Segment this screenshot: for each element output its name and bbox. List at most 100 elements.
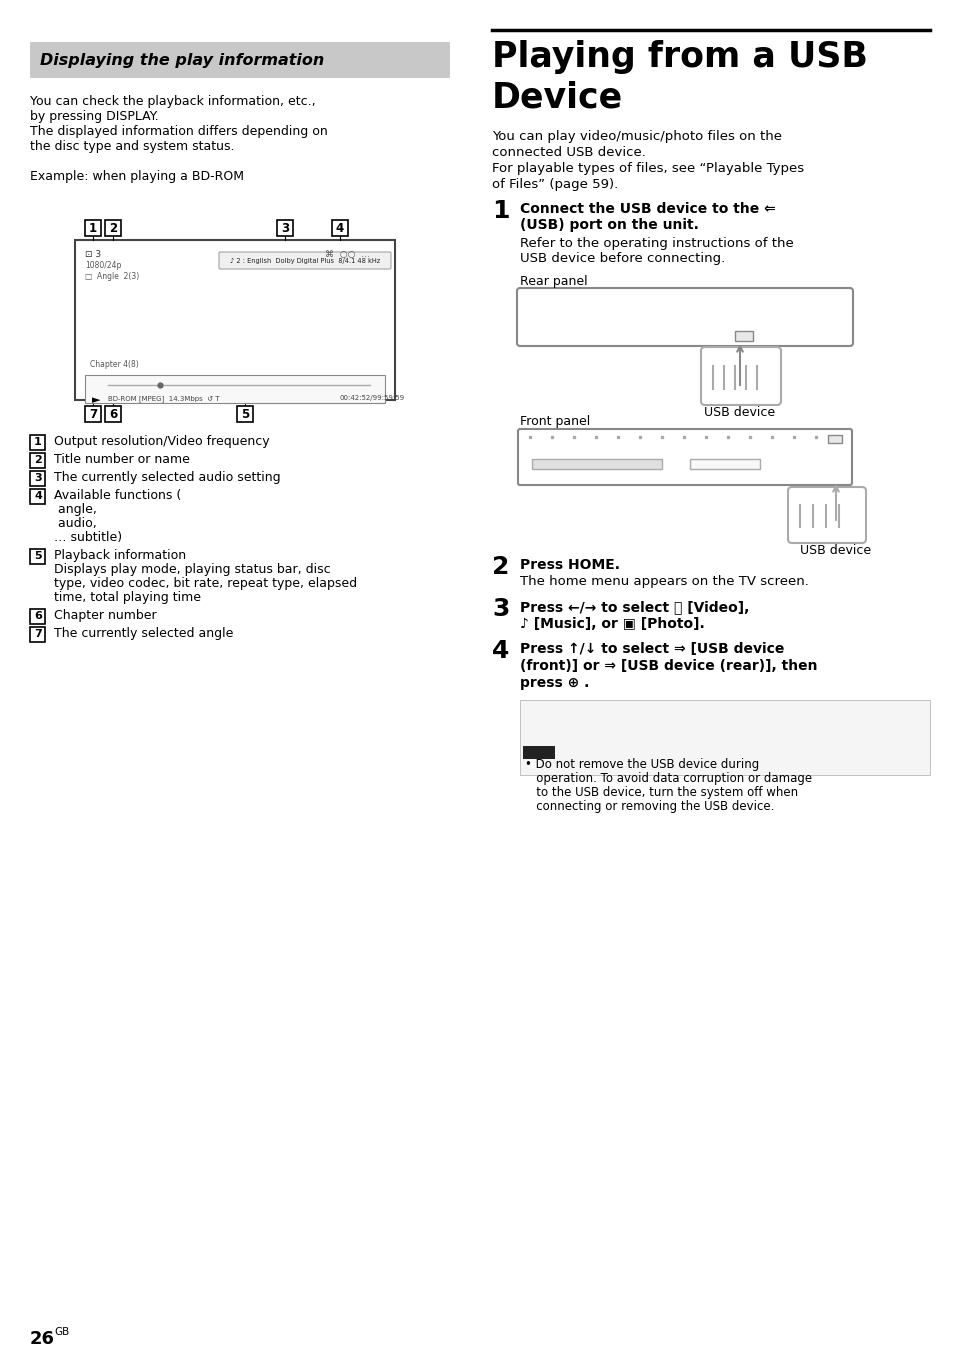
Text: 1080/24p: 1080/24p [85, 261, 121, 270]
Text: BD-ROM [MPEG]  14.3Mbps  ↺ T: BD-ROM [MPEG] 14.3Mbps ↺ T [108, 395, 219, 402]
Text: 6: 6 [34, 611, 42, 621]
Bar [30, 626, 46, 641]
Text: Example: when playing a BD-ROM: Example: when playing a BD-ROM [30, 170, 244, 183]
Text: Press HOME.: Press HOME. [519, 558, 619, 572]
Text: Connect the USB device to the ⇐: Connect the USB device to the ⇐ [519, 201, 775, 216]
Text: 00:42:52/99:59:59: 00:42:52/99:59:59 [339, 395, 405, 402]
Text: the disc type and system status.: the disc type and system status. [30, 141, 234, 153]
Text: ⌘  ○○  …: ⌘ ○○ … [325, 250, 370, 260]
Text: to the USB device, turn the system off when: to the USB device, turn the system off w… [524, 786, 798, 799]
Text: USB device before connecting.: USB device before connecting. [519, 251, 724, 265]
FancyBboxPatch shape [700, 347, 781, 406]
Text: Available functions (: Available functions ( [54, 489, 181, 502]
Text: time, total playing time: time, total playing time [54, 591, 201, 604]
Text: angle,: angle, [54, 503, 101, 516]
Bar [827, 435, 841, 443]
Text: 5: 5 [240, 407, 249, 420]
Text: (front)] or ⇒ [USB device (rear)], then: (front)] or ⇒ [USB device (rear)], then [519, 658, 817, 673]
Text: of Files” (page 59).: of Files” (page 59). [492, 178, 618, 191]
Bar [519, 700, 929, 775]
Text: The currently selected angle: The currently selected angle [54, 627, 233, 639]
Text: Chapter number: Chapter number [54, 608, 156, 622]
Text: by pressing DISPLAY.: by pressing DISPLAY. [30, 110, 158, 123]
Text: audio,: audio, [54, 516, 96, 530]
Text: 1: 1 [89, 222, 97, 234]
Text: ►: ► [91, 395, 100, 406]
Text: … subtitle): … subtitle) [54, 531, 122, 544]
Text: press ⊕ .: press ⊕ . [519, 676, 589, 690]
Bar [105, 406, 121, 422]
Text: 7: 7 [34, 629, 42, 639]
Bar [532, 458, 661, 469]
Bar [276, 220, 293, 237]
Text: Press ←/→ to select ⌖ [Video],: Press ←/→ to select ⌖ [Video], [519, 600, 749, 614]
Text: 2: 2 [109, 222, 117, 234]
Text: The displayed information differs depending on: The displayed information differs depend… [30, 124, 328, 138]
Bar [332, 220, 348, 237]
Text: Title number or name: Title number or name [54, 453, 190, 466]
FancyBboxPatch shape [517, 429, 851, 485]
Text: • Do not remove the USB device during: • Do not remove the USB device during [524, 758, 759, 771]
Text: Displays play mode, playing status bar, disc: Displays play mode, playing status bar, … [54, 562, 331, 576]
Text: The currently selected audio setting: The currently selected audio setting [54, 470, 280, 484]
FancyBboxPatch shape [517, 288, 852, 346]
Text: The home menu appears on the TV screen.: The home menu appears on the TV screen. [519, 575, 808, 588]
Bar [236, 406, 253, 422]
Text: 2: 2 [34, 456, 42, 465]
Text: Front panel: Front panel [519, 415, 590, 429]
Text: connecting or removing the USB device.: connecting or removing the USB device. [524, 800, 774, 813]
Text: Press ↑/↓ to select ⇒ [USB device: Press ↑/↓ to select ⇒ [USB device [519, 642, 783, 656]
Text: 4: 4 [34, 491, 42, 502]
Text: USB device: USB device [703, 406, 775, 419]
Text: type, video codec, bit rate, repeat type, elapsed: type, video codec, bit rate, repeat type… [54, 577, 356, 589]
Text: ⊡ 3: ⊡ 3 [85, 250, 101, 260]
Text: Playback information: Playback information [54, 549, 186, 562]
Text: 3: 3 [280, 222, 289, 234]
Bar [85, 406, 101, 422]
Bar [734, 331, 752, 341]
Text: 26: 26 [30, 1330, 55, 1348]
Text: Chapter 4(8): Chapter 4(8) [90, 360, 138, 369]
Bar [689, 458, 760, 469]
Text: Displaying the play information: Displaying the play information [40, 53, 324, 68]
Text: 6: 6 [109, 407, 117, 420]
Text: You can check the playback information, etc.,: You can check the playback information, … [30, 95, 315, 108]
Text: Device: Device [492, 80, 622, 114]
Bar [30, 42, 450, 78]
Bar [75, 241, 395, 400]
Text: For playable types of files, see “Playable Types: For playable types of files, see “Playab… [492, 162, 803, 174]
FancyBboxPatch shape [787, 487, 865, 544]
Bar [30, 434, 46, 449]
Text: 2: 2 [492, 556, 509, 579]
Bar [30, 488, 46, 503]
Text: Refer to the operating instructions of the: Refer to the operating instructions of t… [519, 237, 793, 250]
FancyBboxPatch shape [219, 251, 391, 269]
Text: (USB) port on the unit.: (USB) port on the unit. [519, 218, 699, 233]
Text: Note: Note [525, 760, 552, 771]
Text: ♪ [Music], or ▣ [Photo].: ♪ [Music], or ▣ [Photo]. [519, 617, 704, 631]
Bar [30, 608, 46, 623]
Text: 4: 4 [492, 639, 509, 662]
Text: 1: 1 [34, 437, 42, 448]
Bar [105, 220, 121, 237]
Text: USB device: USB device [800, 544, 871, 557]
Text: ♪ 2 : English  Dolby Digital Plus  8/4.1 48 kHz: ♪ 2 : English Dolby Digital Plus 8/4.1 4… [230, 257, 379, 264]
Bar [30, 549, 46, 564]
Text: 3: 3 [34, 473, 42, 483]
Text: 4: 4 [335, 222, 344, 234]
Text: □  Angle  2(3): □ Angle 2(3) [85, 272, 139, 281]
Bar [85, 375, 385, 403]
Text: Rear panel: Rear panel [519, 274, 587, 288]
Bar [522, 746, 555, 758]
Text: 5: 5 [34, 552, 42, 561]
Text: 3: 3 [492, 598, 509, 621]
Text: connected USB device.: connected USB device. [492, 146, 645, 160]
Text: Playing from a USB: Playing from a USB [492, 41, 867, 74]
Text: Output resolution/Video frequency: Output resolution/Video frequency [54, 435, 270, 448]
Bar [30, 453, 46, 468]
Bar [30, 470, 46, 485]
Bar [85, 220, 101, 237]
Text: You can play video/music/photo files on the: You can play video/music/photo files on … [492, 130, 781, 143]
Text: 1: 1 [492, 199, 509, 223]
Text: 7: 7 [89, 407, 97, 420]
